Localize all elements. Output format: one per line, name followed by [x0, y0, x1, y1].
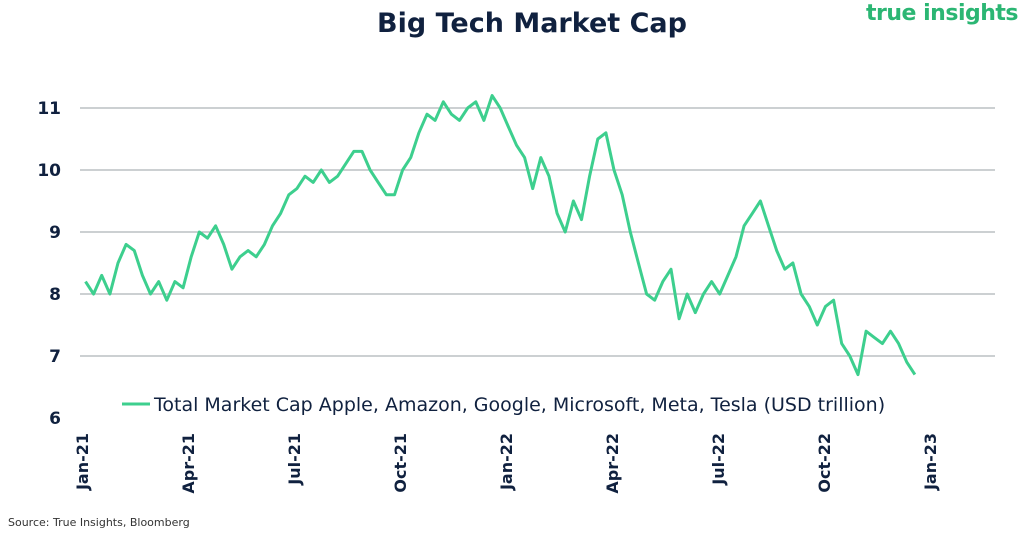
x-tick-label: Jan-21 [73, 433, 92, 491]
legend: Total Market Cap Apple, Amazon, Google, … [122, 394, 885, 416]
x-tick-label: Jan-23 [921, 433, 940, 491]
y-tick-label: 9 [49, 223, 61, 243]
gridlines [80, 107, 995, 357]
y-tick-label: 11 [37, 99, 61, 119]
x-tick-label: Oct-22 [815, 433, 834, 493]
y-tick-label: 6 [49, 409, 61, 429]
y-axis-ticks: 6 7 8 9 10 11 [37, 99, 61, 429]
x-tick-label: Jul-21 [285, 433, 304, 486]
legend-label: Total Market Cap Apple, Amazon, Google, … [153, 394, 885, 416]
x-axis-ticks: Jan-21 Apr-21 Jul-21 Oct-21 Jan-22 Apr-22 Jul-… [73, 433, 940, 494]
chart-title: Big Tech Market Cap [377, 8, 687, 39]
x-tick-label: Apr-21 [179, 433, 198, 494]
series-line [84, 94, 917, 377]
source-note: Source: True Insights, Bloomberg [8, 516, 190, 529]
y-tick-label: 10 [37, 161, 61, 181]
x-tick-label: Apr-22 [603, 433, 622, 494]
x-tick-label: Jan-22 [497, 433, 516, 491]
brand-logo: true insights [866, 1, 1018, 26]
x-tick-label: Jul-22 [709, 433, 728, 486]
y-tick-label: 7 [49, 347, 61, 367]
x-tick-label: Oct-21 [391, 433, 410, 493]
y-tick-label: 8 [49, 285, 61, 305]
